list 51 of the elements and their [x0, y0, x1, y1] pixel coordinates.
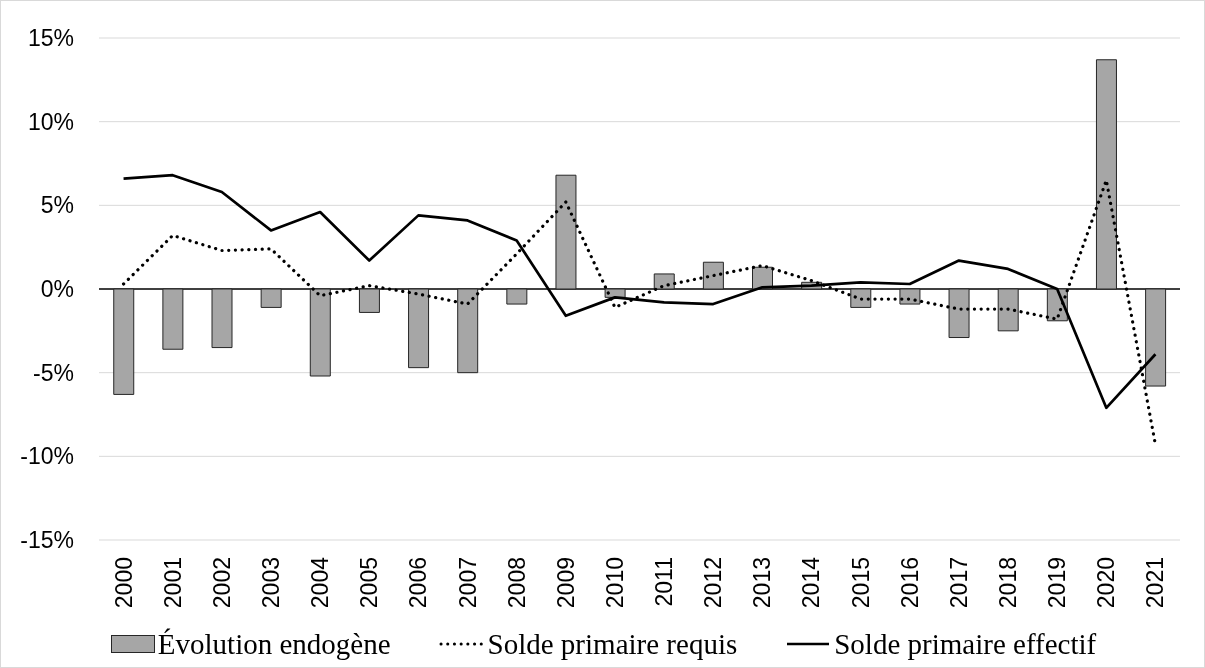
- x-tick-label: 2012: [700, 557, 727, 609]
- bar: [358, 288, 380, 313]
- bar: [850, 288, 872, 308]
- bar: [997, 288, 1019, 332]
- x-tick-label: 2001: [159, 557, 186, 609]
- bar: [899, 288, 921, 305]
- x-tick-label: 2018: [995, 557, 1022, 609]
- bar: [948, 288, 970, 339]
- x-tick-label: 2021: [1142, 557, 1169, 609]
- y-tick-label: -15%: [20, 527, 74, 554]
- y-tick-label: 0%: [40, 276, 74, 303]
- bar: [702, 261, 724, 290]
- bar: [113, 288, 135, 395]
- y-tick-label: 15%: [27, 25, 74, 52]
- y-tick-label: 10%: [27, 108, 74, 135]
- x-tick-label: 2008: [503, 557, 530, 609]
- bar: [260, 288, 282, 308]
- bar: [604, 288, 626, 298]
- bar: [1095, 59, 1117, 290]
- x-tick-label: 2015: [847, 557, 874, 609]
- bar: [1145, 288, 1167, 387]
- bar: [555, 174, 577, 290]
- x-tick-label: 2004: [307, 556, 334, 609]
- x-tick-label: 2000: [110, 557, 137, 609]
- bar: [506, 288, 528, 305]
- x-tick-label: 2019: [1044, 557, 1071, 609]
- x-tick-label: 2009: [552, 557, 579, 609]
- legend-label: Solde primaire requis: [487, 627, 738, 661]
- x-tick-label: 2013: [749, 557, 776, 609]
- y-tick-label: -10%: [20, 443, 74, 470]
- legend-label: Évolution endogène: [157, 627, 391, 661]
- x-tick-label: 2010: [601, 557, 628, 609]
- x-tick-label: 2014: [798, 556, 825, 609]
- bar: [408, 288, 430, 369]
- x-tick-label: 2020: [1093, 557, 1120, 609]
- bar: [309, 288, 331, 377]
- x-tick-label: 2003: [257, 557, 284, 609]
- x-tick-label: 2002: [208, 557, 235, 609]
- y-tick-label: 5%: [40, 192, 74, 219]
- x-tick-label: 2006: [405, 557, 432, 609]
- x-tick-label: 2007: [454, 557, 481, 609]
- legend-label: Solde primaire effectif: [834, 627, 1097, 661]
- x-tick-label: 2011: [651, 557, 678, 607]
- bar: [162, 288, 184, 350]
- bar: [457, 288, 479, 374]
- bar: [653, 273, 675, 290]
- x-tick-label: 2016: [896, 557, 923, 609]
- x-tick-label: 2017: [945, 557, 972, 609]
- y-tick-label: -5%: [33, 359, 74, 386]
- x-tick-label: 2005: [356, 557, 383, 609]
- bar: [211, 288, 233, 349]
